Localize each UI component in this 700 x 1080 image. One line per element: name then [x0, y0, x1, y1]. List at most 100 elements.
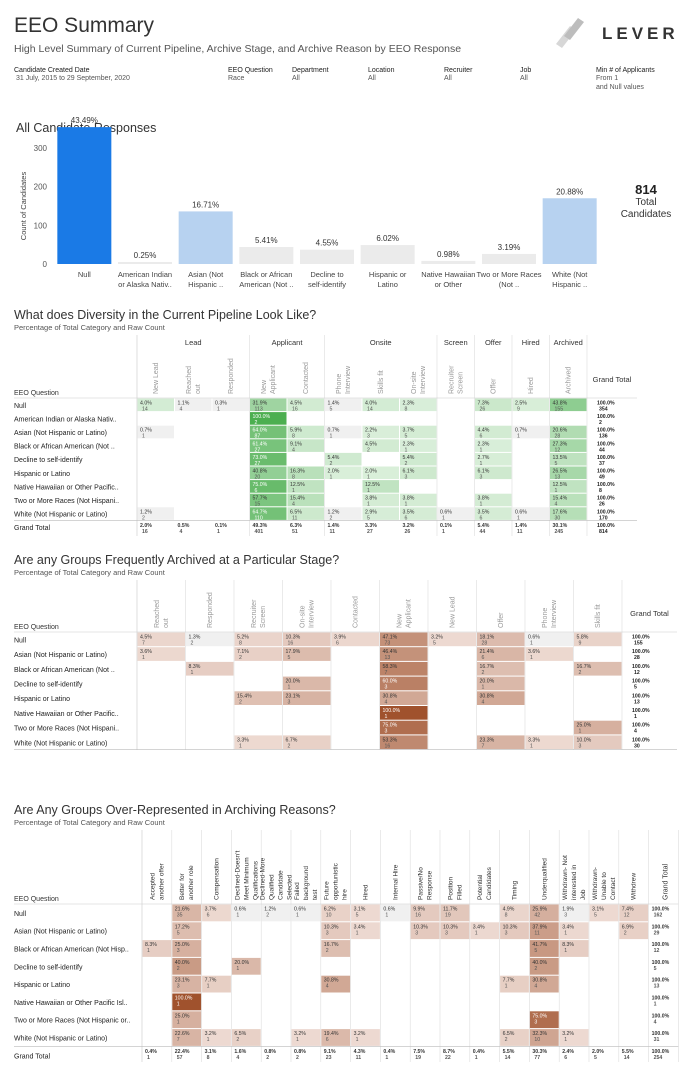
- row-total-count: 49: [599, 475, 605, 481]
- row-total-count: 2: [599, 420, 602, 426]
- filter-job[interactable]: Job All: [520, 67, 531, 83]
- cell-count: 1: [480, 461, 483, 467]
- cell-count: 1: [177, 1002, 180, 1008]
- heat-cell: [437, 507, 474, 520]
- cell-count: 1: [207, 984, 210, 990]
- cell-percent: 0.6%: [440, 509, 452, 515]
- bar: [360, 245, 415, 264]
- cell-count: 4: [654, 1019, 657, 1025]
- heat-cell: [250, 439, 287, 452]
- cell-count: 7: [177, 1037, 180, 1043]
- row-label: Hispanic or Latino: [14, 471, 70, 478]
- cell-percent: 30.1%: [553, 523, 568, 529]
- cell-percent: 37.9%: [532, 924, 547, 930]
- row-header-title: EEO Question: [14, 390, 59, 397]
- row-total-percent: 100.0%: [597, 414, 615, 420]
- heat-cell: [283, 735, 331, 750]
- cell-percent: 61.4%: [253, 441, 268, 447]
- filter-eeo-question[interactable]: EEO Question Race: [228, 67, 273, 83]
- heat-cell: [512, 425, 549, 439]
- cell-count: 3: [534, 1019, 537, 1025]
- y-tick-label: 200: [34, 183, 48, 192]
- bar-data-label: 4.55%: [316, 239, 339, 248]
- cell-percent: 100.0%: [652, 907, 670, 913]
- row-total-count: 13: [634, 699, 640, 705]
- cell-percent: 17.6%: [553, 509, 568, 515]
- cell-percent: 3.5%: [478, 509, 490, 515]
- heat-cell: [250, 452, 287, 466]
- cell-percent: 7.5%: [413, 1049, 425, 1055]
- cell-count: 5: [367, 515, 370, 521]
- column-header: Declined-More Qualified Candidate Selected: [260, 857, 294, 900]
- cell-count: 16: [142, 529, 148, 535]
- heat-cell: [142, 940, 172, 957]
- cell-count: 1: [236, 966, 239, 972]
- cell-percent: 0.6%: [528, 635, 540, 641]
- heat-cell: [550, 452, 587, 466]
- filter-recruiter[interactable]: Recruiter All: [444, 67, 472, 83]
- heat-cell: [362, 398, 399, 412]
- cell-count: 401: [255, 529, 264, 535]
- cell-percent: 6.1%: [403, 469, 415, 475]
- cell-count: 6: [255, 488, 258, 494]
- cell-count: 2: [266, 1055, 269, 1061]
- row-label: Asian (Not Hispanic or Latino): [14, 929, 107, 936]
- row-total-count: 155: [634, 641, 643, 647]
- heat-cell: [500, 922, 529, 940]
- cell-percent: 3.8%: [403, 496, 415, 502]
- filter-location[interactable]: Location All: [368, 67, 394, 83]
- cell-percent: 57.7%: [253, 496, 268, 502]
- heat-cell: [172, 975, 202, 993]
- row-total-percent: 100.0%: [632, 693, 650, 699]
- stage-header: Applicant: [272, 338, 304, 347]
- cell-percent: 3.2%: [562, 1031, 574, 1037]
- column-header: Failed background test: [294, 866, 319, 900]
- column-header: Offer: [490, 378, 497, 394]
- x-tick-label: Asian (Not Hispanic ..: [188, 270, 224, 289]
- bar-data-label: 3.19%: [498, 243, 521, 252]
- filter-created-date[interactable]: Candidate Created Date 31 July, 2015 to …: [14, 67, 130, 83]
- cell-percent: 6.2%: [324, 907, 336, 913]
- heat-cell: [250, 412, 287, 425]
- cell-count: 57: [177, 1055, 183, 1061]
- row-label: White (Not Hispanic or Latino): [14, 512, 107, 519]
- cell-count: 2: [579, 670, 582, 676]
- cell-percent: 7.1%: [237, 649, 249, 655]
- filter-label: Location: [368, 67, 395, 74]
- filter-min-applicants[interactable]: Min # of Applicants From 1 and Null valu…: [596, 67, 655, 92]
- row-total-count: 37: [599, 461, 605, 467]
- cell-percent: 60.0%: [383, 679, 398, 685]
- cell-count: 26: [405, 529, 411, 535]
- stage-header: Onsite: [370, 338, 392, 347]
- heat-cell: [283, 691, 331, 705]
- heat-cell: [250, 466, 287, 480]
- column-header: Contacted: [352, 596, 359, 628]
- cell-percent: 10.3%: [324, 924, 339, 930]
- column-header: Accepted another offer: [149, 862, 165, 900]
- row-total-count: 26: [599, 502, 605, 508]
- filter-department[interactable]: Department All: [292, 67, 329, 83]
- bar: [300, 249, 354, 264]
- heat-cell: [287, 480, 324, 493]
- cell-percent: 0.4%: [473, 1049, 485, 1055]
- cell-count: 5: [433, 641, 436, 647]
- cell-count: 44: [480, 529, 486, 535]
- cell-percent: 6.5%: [503, 1031, 515, 1037]
- cell-count: 1: [579, 729, 582, 735]
- heat-cell: [325, 425, 362, 439]
- row-label: Asian (Not Hispanic or Latino): [14, 430, 107, 437]
- filter-value: All: [368, 75, 376, 82]
- cell-percent: 25.0%: [175, 942, 190, 948]
- column-header: Phone Interview: [336, 365, 352, 394]
- cell-count: 5: [405, 434, 408, 440]
- cell-count: 2: [288, 743, 291, 749]
- cell-percent: 20.0%: [286, 679, 301, 685]
- cell-percent: 23.3%: [480, 737, 495, 743]
- heat-cell: [231, 957, 261, 975]
- cell-count: 2: [482, 670, 485, 676]
- column-header: Reached out: [154, 600, 170, 628]
- heat-cell: [172, 904, 202, 922]
- row-label: American Indian or Alaska Nativ..: [14, 416, 117, 423]
- cell-percent: 64.7%: [253, 509, 268, 515]
- row-label: Two or More Races (Not Hispanic or..: [14, 1018, 130, 1025]
